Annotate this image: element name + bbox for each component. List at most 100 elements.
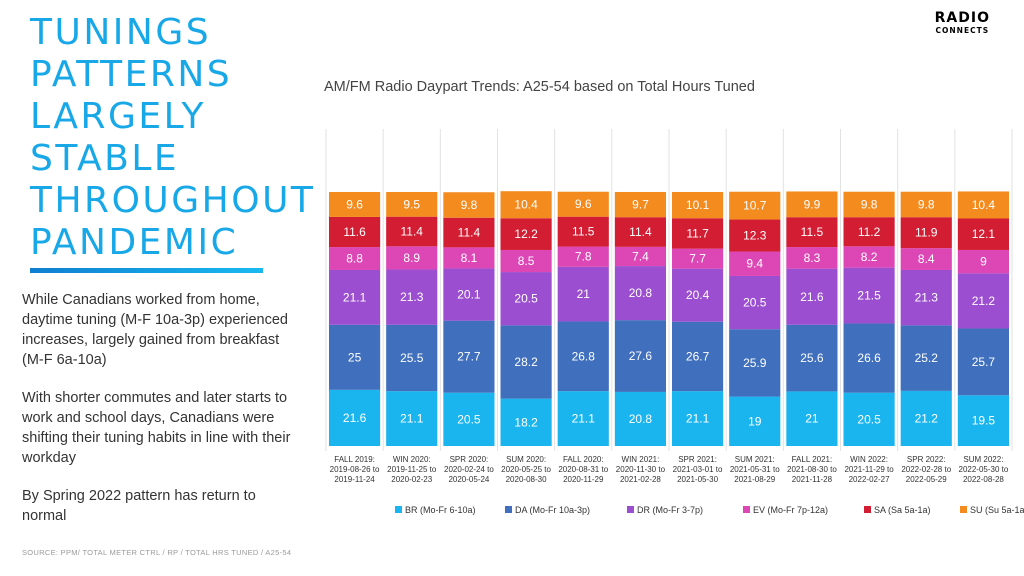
bar-segment xyxy=(843,217,895,247)
bar-segment xyxy=(786,247,838,269)
bar-segment xyxy=(900,269,952,326)
data-label: 21.1 xyxy=(686,412,710,426)
bar-segment xyxy=(729,396,781,446)
headline-line: PANDEMIC xyxy=(30,222,239,263)
category-label: 2022-08-28 xyxy=(963,475,1004,484)
data-label: 12.3 xyxy=(743,229,767,243)
data-label: 25.2 xyxy=(915,351,939,365)
bar-segment xyxy=(329,247,381,270)
category-label: 2022-02-28 to xyxy=(901,465,951,474)
bar-segment xyxy=(672,191,724,219)
data-label: 9.4 xyxy=(746,257,763,271)
bar-segment xyxy=(786,268,838,325)
legend-swatch xyxy=(960,506,967,513)
bar-segment xyxy=(329,191,381,217)
data-label: 21.6 xyxy=(343,411,367,425)
bar-segment xyxy=(386,324,438,392)
data-label: 11.5 xyxy=(572,225,595,239)
data-label: 8.8 xyxy=(346,252,363,266)
data-label: 7.7 xyxy=(689,252,706,266)
data-label: 25.5 xyxy=(400,351,424,365)
bar-segment xyxy=(386,246,438,270)
bar-segment xyxy=(843,392,895,446)
data-label: 28.2 xyxy=(514,355,538,369)
bar-segment xyxy=(614,246,666,267)
data-label: 8.9 xyxy=(403,251,420,265)
data-label: 21 xyxy=(805,412,819,426)
data-label: 21.1 xyxy=(343,290,367,304)
data-label: 20.8 xyxy=(629,412,653,426)
bar-segment xyxy=(900,217,952,249)
data-label: 21.3 xyxy=(400,290,424,304)
body-paragraph: With shorter commutes and later starts t… xyxy=(22,390,291,466)
category-label: 2021-05-30 xyxy=(677,475,718,484)
bar-segment xyxy=(557,246,609,267)
bar-segment xyxy=(900,248,952,270)
bar-segment xyxy=(386,391,438,446)
bar-segment xyxy=(500,325,552,399)
body-copy: While Canadians worked from home, daytim… xyxy=(22,290,292,544)
bar-segment xyxy=(957,218,1009,250)
data-label: 21.2 xyxy=(915,411,939,425)
data-label: 25.9 xyxy=(743,356,767,370)
category-label: 2019-11-24 xyxy=(334,475,375,484)
data-label: 8.2 xyxy=(861,250,878,264)
legend-swatch xyxy=(505,506,512,513)
data-label: 9.9 xyxy=(804,197,821,211)
data-label: 20.8 xyxy=(629,286,653,300)
data-label: 8.3 xyxy=(804,251,821,265)
category-label: SUM 2020: xyxy=(506,455,546,464)
data-label: 20.5 xyxy=(743,296,767,310)
chart-title: AM/FM Radio Daypart Trends: A25-54 based… xyxy=(324,79,755,95)
legend-swatch xyxy=(395,506,402,513)
bar-segment xyxy=(557,216,609,247)
data-label: 9.7 xyxy=(632,198,649,212)
data-label: 21.3 xyxy=(915,291,939,305)
data-label: 26.8 xyxy=(572,349,596,363)
data-label: 19.5 xyxy=(972,414,996,428)
data-label: 10.1 xyxy=(686,198,710,212)
headline-line: TUNINGS xyxy=(30,12,212,53)
accent-bar xyxy=(30,268,263,273)
bar-segment xyxy=(672,321,724,392)
data-label: 21.1 xyxy=(400,412,424,426)
data-label: 10.4 xyxy=(972,198,996,212)
data-label: 25.7 xyxy=(972,355,996,369)
bar-segment xyxy=(957,395,1009,446)
data-label: 10.7 xyxy=(743,199,767,213)
data-label: 8.4 xyxy=(918,252,935,266)
headline-line: THROUGHOUT xyxy=(30,180,316,221)
bar-segment xyxy=(614,217,666,247)
category-label: SPR 2020: xyxy=(450,455,489,464)
data-label: 11.6 xyxy=(343,225,366,239)
data-label: 11.9 xyxy=(915,226,938,240)
category-label: 2020-05-24 xyxy=(448,475,489,484)
data-label: 9.8 xyxy=(861,197,878,211)
bar-segment xyxy=(329,216,381,248)
bar-segment xyxy=(557,191,609,217)
data-label: 12.2 xyxy=(514,227,538,241)
category-label: SPR 2021: xyxy=(678,455,717,464)
bar-segment xyxy=(729,275,781,330)
bar-segment xyxy=(557,321,609,392)
category-label: 2019-08-26 to xyxy=(330,465,380,474)
data-label: 21.5 xyxy=(857,289,881,303)
data-label: 21.2 xyxy=(972,294,996,308)
category-label: WIN 2020: xyxy=(393,455,431,464)
data-label: 18.2 xyxy=(514,415,538,429)
category-label: SPR 2022: xyxy=(907,455,946,464)
headline-line: PATTERNS xyxy=(30,54,233,95)
category-label: WIN 2021: xyxy=(622,455,660,464)
bar-segment xyxy=(443,247,495,269)
bar-segment xyxy=(900,325,952,391)
data-label: 20.4 xyxy=(686,288,710,302)
bar-segment xyxy=(500,272,552,326)
bar-segment xyxy=(900,191,952,218)
data-label: 8.1 xyxy=(461,251,478,265)
bar-segment xyxy=(672,268,724,322)
source-note: SOURCE: PPM/ TOTAL METER CTRL / RP / TOT… xyxy=(22,548,292,557)
bar-segment xyxy=(443,392,495,446)
bar-segment xyxy=(786,191,838,218)
data-label: 21.6 xyxy=(800,290,824,304)
headline-line: STABLE xyxy=(30,138,180,179)
